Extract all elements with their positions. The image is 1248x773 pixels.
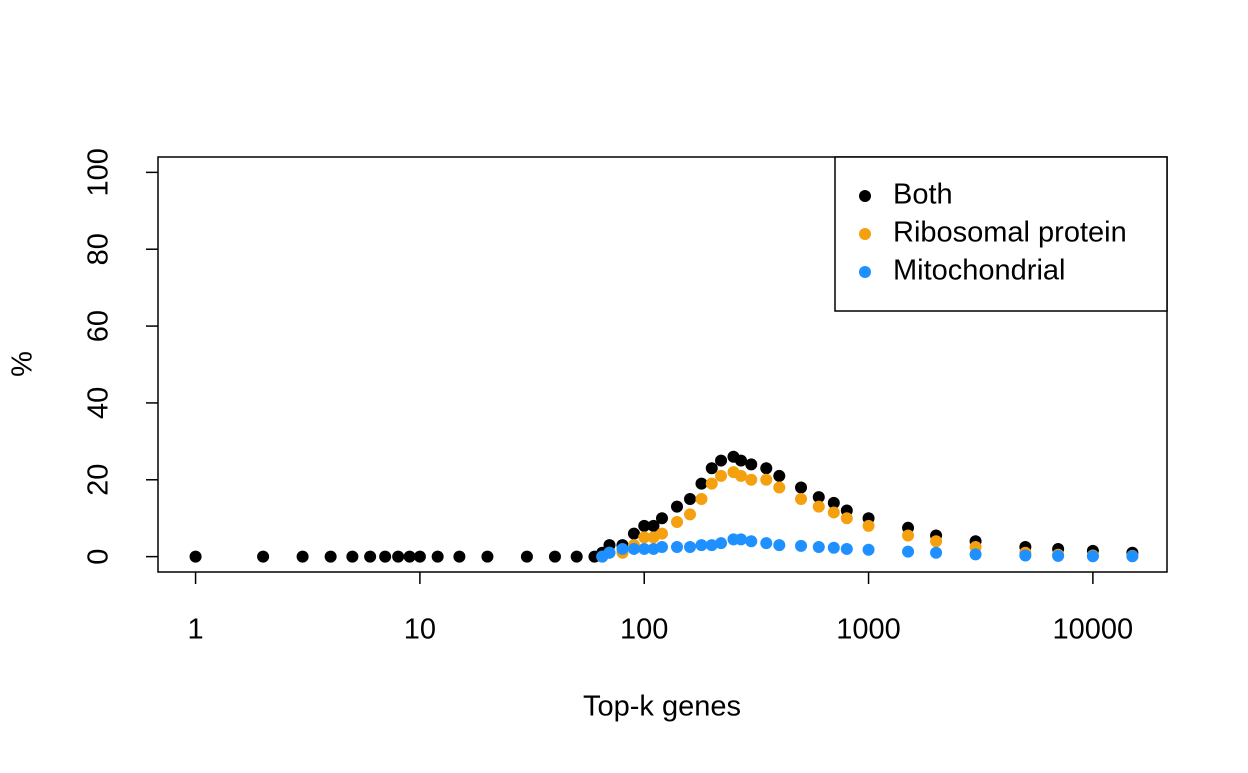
legend-marker [859,228,871,240]
x-tick-label: 100 [620,614,668,646]
data-point [257,550,270,563]
data-point [705,539,718,552]
data-point [745,535,758,548]
legend-label: Mitochondrial [893,255,1065,287]
data-point [745,458,758,471]
y-tick-label: 20 [83,464,115,496]
data-point [379,550,392,563]
data-point [695,477,708,490]
legend-marker [859,266,871,278]
data-point [930,546,943,559]
data-point [638,542,651,555]
data-point [715,537,728,550]
x-tick-label: 1000 [836,614,901,646]
data-point [773,469,786,482]
data-point [638,519,651,532]
data-point [734,533,747,546]
data-point [795,481,808,494]
data-point [795,539,808,552]
data-point [715,469,728,482]
data-point [734,469,747,482]
data-point [969,548,982,561]
y-tick-label: 100 [83,148,115,196]
data-point [715,454,728,467]
data-point [902,529,915,542]
data-point [695,539,708,552]
data-point [734,454,747,467]
data-point [773,481,786,494]
data-point [745,473,758,486]
legend-box [834,156,1168,312]
x-axis-label: Top-k genes [583,691,741,723]
x-tick-label: 1 [188,614,204,646]
data-point [760,473,773,486]
data-point [603,546,616,559]
data-point [570,550,583,563]
data-point [481,550,494,563]
data-point [413,550,426,563]
data-point [1052,549,1065,562]
data-point [705,462,718,475]
legend-marker [859,190,871,202]
data-point [840,512,853,525]
data-point [671,500,684,513]
data-point [655,541,668,554]
y-axis-label: % [7,351,39,377]
data-point [647,519,660,532]
y-tick-label: 60 [83,310,115,342]
data-point [840,542,853,555]
data-point [812,541,825,554]
legend-label: Both [893,179,953,211]
data-point [671,541,684,554]
data-point [812,491,825,504]
x-tick-label: 10 [404,614,436,646]
plot-frame [157,156,1168,573]
x-tick-label: 10000 [1053,614,1134,646]
data-point [695,492,708,505]
data-point [827,541,840,554]
data-point [324,550,337,563]
data-point [812,500,825,513]
data-point [1126,550,1139,563]
data-point [638,531,651,544]
data-point [296,550,309,563]
data-point [684,492,697,505]
data-point [795,492,808,505]
data-point [548,550,561,563]
data-point [827,506,840,519]
legend-label: Ribosomal protein [893,217,1127,249]
data-point [862,543,875,556]
y-tick-label: 40 [83,387,115,419]
data-point [773,539,786,552]
data-point [705,477,718,490]
data-point [862,519,875,532]
data-point [671,516,684,529]
data-point [1086,550,1099,563]
data-point [616,542,629,555]
data-point [655,527,668,540]
data-point [827,496,840,509]
y-tick-label: 0 [83,549,115,565]
data-point [189,550,202,563]
data-point [902,545,915,558]
data-point [392,550,405,563]
data-point [627,542,640,555]
data-point [760,537,773,550]
data-point [431,550,444,563]
data-point [346,550,359,563]
data-point [684,508,697,521]
data-point [655,512,668,525]
data-point [520,550,533,563]
data-point [627,527,640,540]
y-tick-label: 80 [83,233,115,265]
data-point [1019,549,1032,562]
data-point [930,535,943,548]
data-point [760,462,773,475]
data-point [453,550,466,563]
data-point [364,550,377,563]
data-point [403,550,416,563]
data-point [684,541,697,554]
